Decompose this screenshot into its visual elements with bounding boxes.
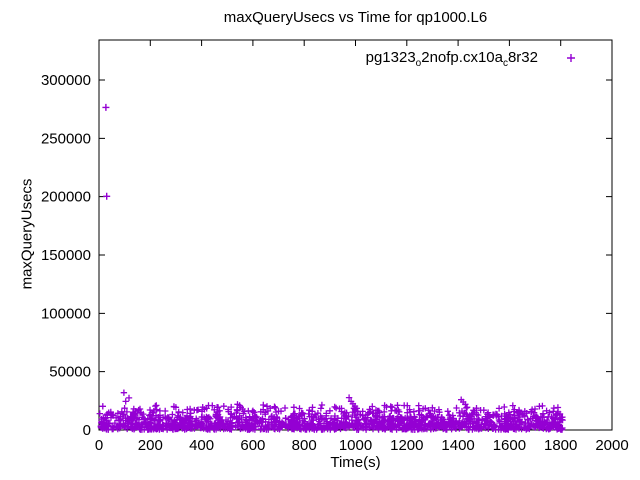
outlier-points: [102, 103, 111, 200]
legend-entry: pg1323o2nofp.cx10ac8r32: [365, 49, 578, 69]
legend-label: pg1323o2nofp.cx10ac8r32: [365, 49, 538, 69]
x-axis-label: Time(s): [330, 454, 381, 471]
y-tick-label: 150000: [41, 247, 91, 264]
legend-label-text: 8r32: [507, 49, 538, 66]
y-tick-label: 0: [83, 422, 91, 439]
y-tick-label: 200000: [41, 189, 91, 206]
scatter-points: [96, 389, 566, 433]
x-tick-label: 1000: [339, 437, 372, 454]
x-tick-label: 0: [95, 437, 103, 454]
legend-label-subscript: o: [415, 58, 422, 69]
y-tick-label: 100000: [41, 305, 91, 322]
legend-label-subscript: c: [502, 58, 508, 69]
x-tick-label: 400: [189, 437, 214, 454]
y-tick-label: 50000: [49, 364, 91, 381]
x-tick-label: 800: [292, 437, 317, 454]
x-tick-label: 2000: [595, 437, 628, 454]
chart-title: maxQueryUsecs vs Time for qp1000.L6: [223, 9, 488, 26]
legend-label-text: pg1323: [365, 49, 416, 66]
plot-frame: [98, 39, 613, 431]
legend-marker-icon: [567, 53, 575, 62]
x-tick-label: 1200: [390, 437, 423, 454]
x-tick-label: 200: [138, 437, 163, 454]
y-tick-label: 300000: [41, 72, 91, 89]
x-tick-label: 1800: [544, 437, 577, 454]
x-tick-label: 1600: [493, 437, 526, 454]
y-tick-label: 250000: [41, 130, 91, 147]
x-tick-label: 1400: [441, 437, 474, 454]
y-axis-label: maxQueryUsecs: [18, 178, 36, 290]
legend-label-text: 2nofp.cx10a: [421, 49, 503, 66]
x-tick-label: 600: [240, 437, 265, 454]
